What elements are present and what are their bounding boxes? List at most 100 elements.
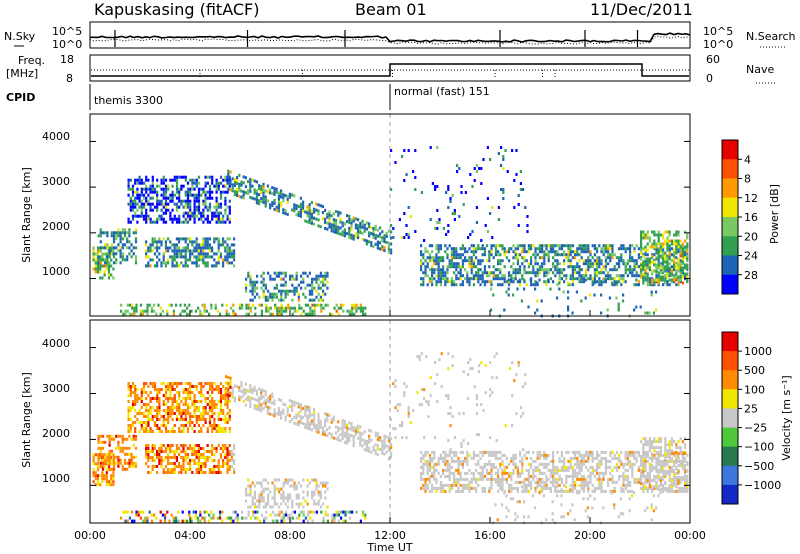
scatter-cell bbox=[204, 471, 207, 474]
scatter-cell bbox=[428, 474, 431, 478]
scatter-cell bbox=[119, 458, 122, 462]
scatter-cell bbox=[265, 303, 268, 307]
scatter-cell bbox=[655, 271, 658, 275]
scatter-cell bbox=[337, 228, 340, 232]
scatter-cell bbox=[341, 230, 344, 234]
scatter-cell bbox=[119, 252, 122, 256]
scatter-cell bbox=[134, 261, 138, 265]
scatter-cell bbox=[332, 230, 335, 234]
scatter-cell bbox=[331, 516, 334, 520]
scatter-cell bbox=[255, 198, 258, 202]
scatter-cell bbox=[99, 249, 102, 253]
scatter-cell bbox=[499, 259, 502, 263]
scatter-cell bbox=[545, 477, 548, 481]
scatter-cell bbox=[262, 200, 265, 204]
scatter-cell bbox=[208, 409, 212, 412]
scatter-cell bbox=[527, 477, 530, 481]
scatter-cell bbox=[226, 249, 229, 253]
scatter-cell bbox=[381, 248, 384, 252]
scatter-cell bbox=[160, 214, 163, 218]
scatter-cell bbox=[368, 222, 371, 226]
scatter-cell bbox=[168, 303, 171, 307]
scatter-cell bbox=[134, 205, 137, 209]
scatter-cell bbox=[433, 453, 436, 457]
scatter-cell bbox=[206, 208, 209, 212]
scatter-cell bbox=[494, 277, 497, 281]
scatter-cell bbox=[148, 303, 151, 307]
scatter-cell bbox=[233, 384, 236, 388]
scatter-cell bbox=[142, 382, 146, 385]
scatter-cell bbox=[657, 283, 660, 287]
scatter-cell bbox=[330, 223, 333, 227]
scatter-cell bbox=[622, 259, 625, 263]
scatter-cell bbox=[146, 516, 149, 520]
scatter-cell bbox=[684, 253, 687, 257]
scatter-cell bbox=[499, 244, 502, 248]
scatter-cell bbox=[134, 388, 137, 391]
scatter-cell bbox=[475, 480, 478, 484]
scatter-cell bbox=[374, 233, 377, 237]
scatter-cell bbox=[178, 418, 181, 421]
scatter-cell bbox=[483, 474, 486, 478]
scatter-cell bbox=[182, 462, 185, 465]
scatter-cell bbox=[169, 199, 172, 203]
scatter-cell bbox=[435, 259, 438, 263]
scatter-cell bbox=[160, 424, 163, 427]
scatter-cell bbox=[335, 210, 338, 213]
scatter-cell bbox=[580, 299, 583, 303]
scatter-cell bbox=[228, 453, 231, 456]
scatter-cell bbox=[328, 216, 331, 220]
scatter-cell bbox=[295, 271, 298, 275]
scatter-cell bbox=[600, 247, 603, 251]
scatter-cell bbox=[278, 487, 281, 491]
scatter-cell bbox=[446, 271, 449, 275]
scatter-cell bbox=[97, 258, 100, 262]
scatter-cell bbox=[516, 271, 519, 275]
scatter-cell bbox=[372, 236, 375, 239]
scatter-cell bbox=[589, 277, 592, 281]
scatter-cell bbox=[611, 256, 614, 260]
scatter-cell bbox=[164, 418, 168, 421]
cpid-mode-1: themis 3300 bbox=[94, 94, 163, 107]
scatter-cell bbox=[278, 309, 281, 313]
scatter-cell bbox=[433, 486, 436, 490]
scatter-cell bbox=[494, 465, 497, 469]
scatter-cell bbox=[193, 261, 196, 265]
scatter-cell bbox=[435, 480, 438, 484]
scatter-cell bbox=[304, 312, 307, 316]
scatter-cell bbox=[156, 246, 159, 250]
nave-tick-top: 60 bbox=[706, 53, 720, 66]
scatter-cell bbox=[527, 250, 530, 254]
scatter-cell bbox=[286, 197, 289, 201]
scatter-cell bbox=[173, 249, 176, 253]
scatter-cell bbox=[473, 167, 476, 170]
scatter-cell bbox=[521, 459, 524, 463]
scatter-cell bbox=[578, 265, 581, 269]
scatter-cell bbox=[368, 440, 371, 444]
scatter-cell bbox=[333, 513, 336, 517]
scatter-cell bbox=[208, 193, 212, 197]
scatter-cell bbox=[211, 403, 214, 406]
scatter-cell bbox=[108, 261, 111, 265]
scatter-cell bbox=[642, 236, 645, 240]
scatter-cell bbox=[228, 237, 231, 241]
scatter-cell bbox=[686, 263, 689, 267]
scatter-cell bbox=[262, 487, 265, 491]
scatter-cell bbox=[319, 271, 322, 275]
scatter-cell bbox=[659, 233, 662, 237]
scatter-cell bbox=[180, 255, 183, 259]
scatter-cell bbox=[180, 237, 183, 241]
scatter-cell bbox=[260, 409, 263, 413]
scatter-cell bbox=[486, 244, 489, 248]
scatter-cell bbox=[483, 271, 486, 275]
scatter-cell bbox=[337, 429, 340, 433]
scatter-cell bbox=[466, 462, 469, 466]
scatter-cell bbox=[428, 468, 431, 472]
scatter-cell bbox=[346, 441, 349, 445]
scatter-cell bbox=[140, 187, 143, 191]
scatter-cell bbox=[229, 182, 232, 186]
scatter-cell bbox=[262, 280, 265, 284]
scatter-cell bbox=[565, 256, 568, 260]
scatter-cell bbox=[637, 247, 640, 251]
scatter-cell bbox=[530, 283, 533, 287]
